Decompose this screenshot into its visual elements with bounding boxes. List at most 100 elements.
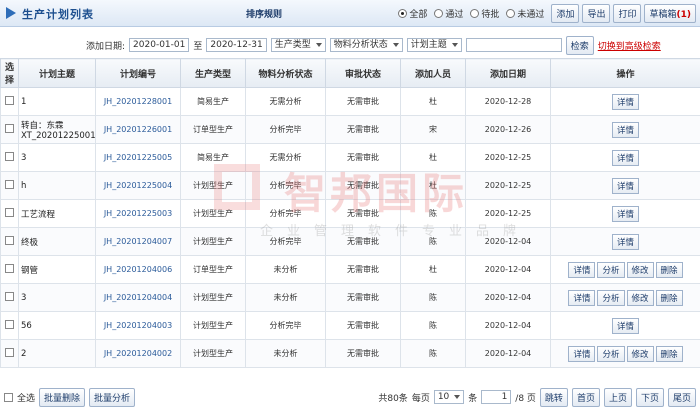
page-nav-button[interactable]: 首页 xyxy=(571,387,600,407)
row-action-button[interactable]: 修改 xyxy=(626,261,654,278)
table-cell: 分析完毕 xyxy=(245,227,326,256)
sort-menu[interactable]: 排序规则 xyxy=(246,10,283,20)
page-total: /8 页 xyxy=(515,393,536,404)
radio-dot xyxy=(506,9,516,18)
row-action-button[interactable]: 详情 xyxy=(568,289,596,306)
table-cell: 杜 xyxy=(400,143,466,172)
jump-button[interactable]: 跳转 xyxy=(539,387,568,407)
radio-dot xyxy=(398,9,408,18)
table-cell: 2020-12-25 xyxy=(465,199,551,228)
table-cell: 2020-12-04 xyxy=(465,283,551,312)
header-button[interactable]: 导出 xyxy=(582,4,611,23)
row-checkbox[interactable] xyxy=(5,96,14,105)
row-checkbox[interactable] xyxy=(5,264,14,273)
page-nav-button[interactable]: 下页 xyxy=(635,387,664,407)
row-checkbox[interactable] xyxy=(5,152,14,161)
select-cell xyxy=(0,87,19,116)
table-cell: 未分析 xyxy=(245,255,326,284)
table-cell: 分析完毕 xyxy=(245,171,326,200)
header-button[interactable]: 打印 xyxy=(613,4,642,23)
actions-cell: 详情 分析 修改 删除 xyxy=(550,283,700,312)
page-nav-button[interactable]: 尾页 xyxy=(667,387,696,407)
keyword-input[interactable] xyxy=(465,38,562,52)
status-filter[interactable]: 未通过 xyxy=(506,7,544,20)
header-button[interactable]: 添加 xyxy=(551,4,580,23)
table-row: 56 JH_20201204003 计划型生产 分析完毕 无需审批陈 2020-12-04… xyxy=(0,311,700,340)
table-cell: 陈 xyxy=(400,283,466,312)
row-checkbox[interactable] xyxy=(5,320,14,329)
row-action-button[interactable]: 详情 xyxy=(611,121,639,138)
table-cell: 钢管 xyxy=(18,255,96,284)
table-cell: h xyxy=(18,171,96,200)
row-action-button[interactable]: 修改 xyxy=(626,289,654,306)
row-action-button[interactable]: 详情 xyxy=(568,345,596,362)
page-nav-button[interactable]: 上页 xyxy=(603,387,632,407)
row-action-button[interactable]: 详情 xyxy=(611,233,639,250)
status-filter[interactable]: 通过 xyxy=(434,7,463,20)
row-action-button[interactable]: 删除 xyxy=(655,289,683,306)
filter-select[interactable]: 生产类型 xyxy=(270,38,326,52)
row-action-button[interactable]: 详情 xyxy=(611,317,639,334)
row-action-button[interactable]: 删除 xyxy=(655,345,683,362)
row-action-button[interactable]: 修改 xyxy=(626,345,654,362)
date-label: 添加日期: xyxy=(86,41,126,52)
row-action-button[interactable]: 详情 xyxy=(611,205,639,222)
table-cell: 订单型生产 xyxy=(180,115,246,144)
column-header: 物料分析状态 xyxy=(245,58,326,88)
column-header: 操作 xyxy=(550,58,700,88)
batch-button[interactable]: 批量分析 xyxy=(89,387,136,407)
column-header: 添加日期 xyxy=(465,58,551,88)
page-input[interactable]: 1 xyxy=(481,390,512,404)
status-filter[interactable]: 全部 xyxy=(398,7,427,20)
row-checkbox[interactable] xyxy=(5,348,14,357)
table-cell: 计划型生产 xyxy=(180,283,246,312)
column-header: 计划编号 xyxy=(95,58,181,88)
row-action-button[interactable]: 详情 xyxy=(611,149,639,166)
table-cell: 订单型生产 xyxy=(180,255,246,284)
row-action-button[interactable]: 详情 xyxy=(568,261,596,278)
table-row: 1 JH_20201228001 简易生产 无需分析 无需审批杜 2020-12-28 详情 xyxy=(0,87,700,116)
table-cell: JH_20201204004 xyxy=(95,283,181,312)
row-action-button[interactable]: 分析 xyxy=(597,261,625,278)
filter-select[interactable]: 计划主题 xyxy=(406,38,462,52)
row-checkbox[interactable] xyxy=(5,124,14,133)
row-action-button[interactable]: 分析 xyxy=(597,289,625,306)
batch-button[interactable]: 批量删除 xyxy=(39,387,86,407)
row-checkbox[interactable] xyxy=(5,292,14,301)
table-cell: 2 xyxy=(18,339,96,368)
drafts-button[interactable]: 草稿箱(1) xyxy=(644,4,696,23)
table-cell: 计划型生产 xyxy=(180,199,246,228)
row-action-button[interactable]: 删除 xyxy=(655,261,683,278)
row-action-button[interactable]: 详情 xyxy=(611,93,639,110)
column-header: 生产类型 xyxy=(180,58,246,88)
date-to-label: 至 xyxy=(193,41,203,52)
advanced-search-link[interactable]: 切换到高级检索 xyxy=(597,41,661,52)
row-action-button[interactable]: 详情 xyxy=(611,177,639,194)
search-button[interactable]: 检索 xyxy=(565,35,594,55)
table-cell: 2020-12-28 xyxy=(465,87,551,116)
table-cell: JH_20201204003 xyxy=(95,311,181,340)
row-action-button[interactable]: 分析 xyxy=(597,345,625,362)
table-cell: 2020-12-25 xyxy=(465,143,551,172)
select-all-checkbox[interactable] xyxy=(4,392,13,402)
filter-select[interactable]: 物料分析状态 xyxy=(329,38,403,52)
table-cell: 无需审批 xyxy=(325,339,401,368)
table-cell: 无需审批 xyxy=(325,115,401,144)
row-checkbox[interactable] xyxy=(5,208,14,217)
date-to[interactable]: 2020-12-31 xyxy=(206,38,267,52)
actions-cell: 详情 xyxy=(550,227,700,256)
radio-dot xyxy=(470,9,480,18)
date-from[interactable]: 2020-01-01 xyxy=(129,38,190,52)
table-cell: 无需审批 xyxy=(325,311,401,340)
actions-cell: 详情 分析 修改 删除 xyxy=(550,255,700,284)
row-checkbox[interactable] xyxy=(5,236,14,245)
table-cell: 计划型生产 xyxy=(180,171,246,200)
row-checkbox[interactable] xyxy=(5,180,14,189)
table-cell: JH_20201225004 xyxy=(95,171,181,200)
table-cell: 陈 xyxy=(400,311,466,340)
select-cell xyxy=(0,199,19,228)
select-cell xyxy=(0,143,19,172)
status-filter[interactable]: 待批 xyxy=(470,7,499,20)
page-size-select[interactable]: 10 xyxy=(433,390,465,404)
